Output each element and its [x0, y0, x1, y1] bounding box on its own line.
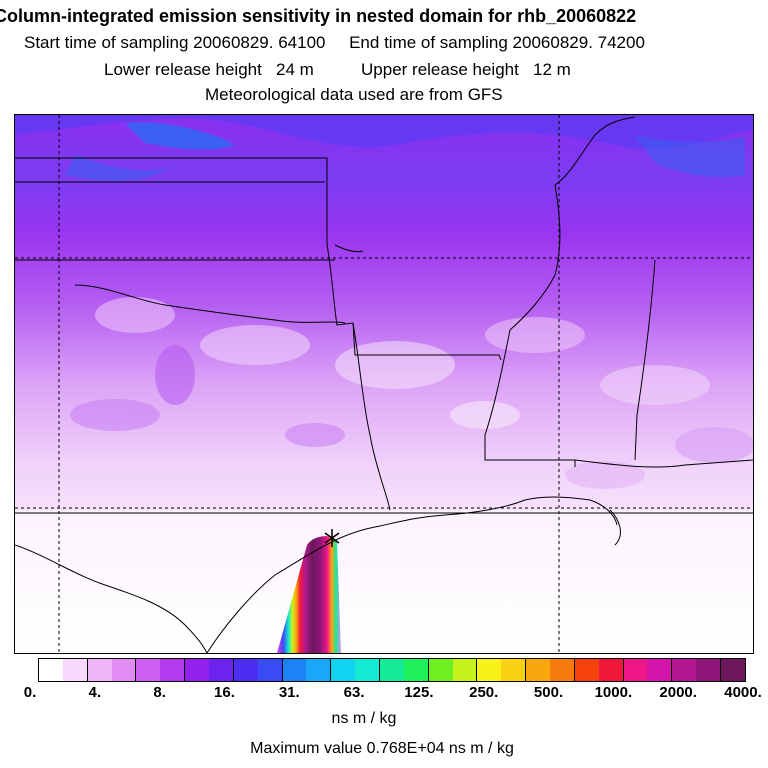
- colorbar-cell: [598, 659, 624, 681]
- colorbar-cell: [331, 659, 356, 681]
- colorbar-tick-label: 8.: [153, 684, 166, 701]
- colorbar-tick-label: 0.: [23, 684, 37, 701]
- colorbar-tick-label: 1000.: [594, 684, 633, 701]
- boundaries: [15, 115, 753, 653]
- colorbar-cell: [501, 659, 527, 681]
- colorbar-tick-label: 250.: [469, 684, 499, 701]
- colorbar-tick-label: 63.: [343, 684, 365, 701]
- colorbar-tick-label: 4.: [88, 684, 102, 701]
- meteorology-source-line: Meteorological data used are from GFS: [205, 85, 503, 104]
- colorbar-cell: [403, 659, 429, 681]
- plume: [277, 536, 341, 653]
- colorbar-cell: [526, 659, 551, 681]
- blue-patch: [125, 122, 235, 150]
- colorbar-cell: [282, 659, 307, 681]
- colorbar-cell: [647, 659, 673, 681]
- colorbar-cell: [39, 659, 63, 681]
- colorbar-cell: [306, 659, 332, 681]
- map-title: Column-integrated emission sensitivity i…: [0, 6, 637, 26]
- colorbar-tick-label: 500.: [533, 684, 564, 701]
- colorbar-cell: [721, 659, 745, 681]
- map-canvas: [15, 115, 753, 653]
- blue-patch: [65, 155, 175, 181]
- colorbar-cell: [233, 659, 258, 681]
- colorbar: [38, 658, 746, 682]
- colorbar-cell: [257, 659, 283, 681]
- colorbar-cell: [136, 659, 161, 681]
- emission-sensitivity-map: [14, 114, 754, 654]
- colorbar-cell: [550, 659, 575, 681]
- gulf-area: [15, 510, 753, 653]
- colorbar-cell: [428, 659, 453, 681]
- colorbar-tick-label: 125.: [404, 684, 434, 701]
- maximum-value-text: Maximum value 0.768E+04 ns m / kg: [250, 740, 514, 757]
- colorbar-cell: [477, 659, 502, 681]
- colorbar-cell: [160, 659, 186, 681]
- release-site-marker: [324, 529, 340, 547]
- colorbar-tick-label: 16.: [214, 684, 235, 701]
- sampling-time-line: Start time of sampling 20060829. 64100 E…: [24, 33, 645, 52]
- blue-patch: [635, 135, 745, 178]
- colorbar-cell: [62, 659, 88, 681]
- colorbar-cell: [574, 659, 599, 681]
- colorbar-cell: [672, 659, 697, 681]
- colorbar-cell: [696, 659, 722, 681]
- colorbar-tick-label: 2000.: [659, 684, 697, 701]
- colorbar-cell: [623, 659, 648, 681]
- colorbar-cell: [380, 659, 404, 681]
- colorbar-units: ns m / kg: [331, 710, 397, 727]
- colorbar-cell: [185, 659, 210, 681]
- colorbar-tick-label: 4000.: [724, 684, 762, 701]
- release-height-line: Lower release height 24 m Upper release …: [104, 60, 571, 79]
- colorbar-cell: [209, 659, 234, 681]
- colorbar-tick-label: 31.: [278, 684, 300, 701]
- blue-band: [15, 115, 753, 150]
- colorbar-cell: [111, 659, 137, 681]
- colorbar-cell: [355, 659, 381, 681]
- texture-blotches: [70, 297, 753, 489]
- colorbar-cell: [452, 659, 478, 681]
- colorbar-cell: [87, 659, 112, 681]
